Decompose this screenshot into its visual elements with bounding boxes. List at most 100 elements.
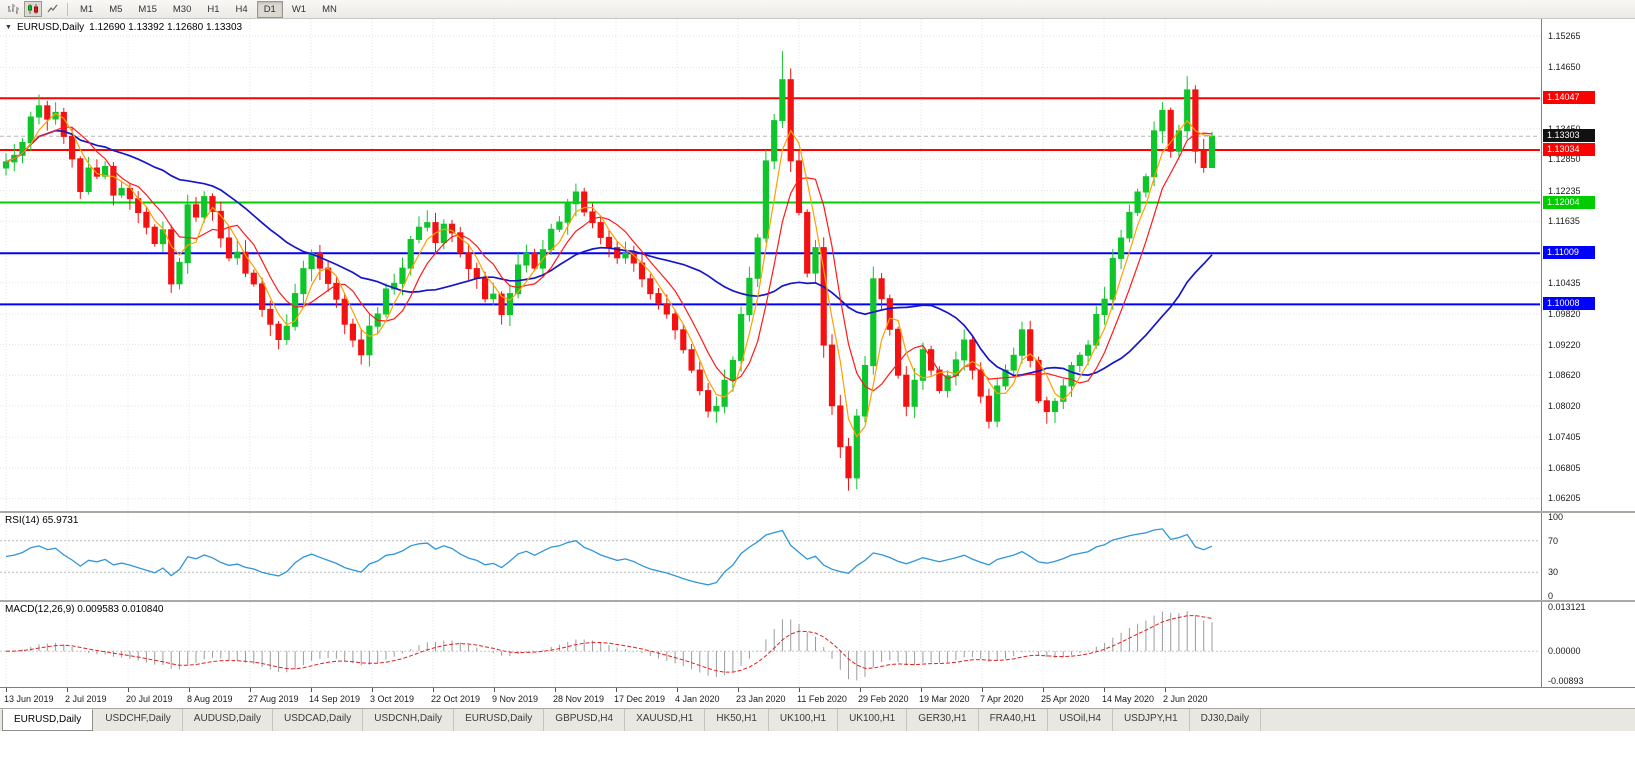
chart-tab-usdjpy-h1[interactable]: USDJPY,H1 <box>1113 709 1190 731</box>
timeframe-button-mn[interactable]: MN <box>322 3 337 15</box>
candle <box>952 351 959 386</box>
candle <box>176 257 183 290</box>
chart-tab-dj30-daily[interactable]: DJ30,Daily <box>1190 709 1262 731</box>
candle <box>622 241 629 264</box>
candle <box>738 306 745 372</box>
macd-indicator-panel[interactable]: MACD(12,26,9) 0.009583 0.010840 <box>0 602 1541 687</box>
date-tick-mark <box>982 688 983 692</box>
timeframe-button-m30[interactable]: M30 <box>172 3 192 15</box>
price-tick-label: 1.12235 <box>1548 185 1581 196</box>
chart-tab-ger30-h1[interactable]: GER30,H1 <box>907 709 979 731</box>
candle <box>1051 398 1059 423</box>
date-tick-mark <box>1165 688 1166 692</box>
chart-tab-audusd-daily[interactable]: AUDUSD,Daily <box>183 709 274 731</box>
candle <box>1118 229 1125 270</box>
timeframe-button-w1[interactable]: W1 <box>291 3 307 15</box>
rsi-tick-label: 100 <box>1548 512 1564 522</box>
date-axis[interactable]: 13 Jun 2019 2 Jul 2019 20 Jul 2019 8 Aug 20… <box>0 687 1635 708</box>
date-label: 11 Feb 2020 <box>797 694 847 704</box>
bar-chart-icon[interactable] <box>4 1 22 17</box>
candle <box>895 326 902 379</box>
candle <box>754 233 761 288</box>
chart-tab-usdchf-daily[interactable]: USDCHF,Daily <box>94 709 183 731</box>
panel-splitter[interactable] <box>0 600 1635 602</box>
candle <box>713 396 720 423</box>
chart-ohlc-values: 1.12690 1.13392 1.12680 1.13303 <box>89 22 243 33</box>
chart-tab-hk50-h1[interactable]: HK50,H1 <box>705 709 769 731</box>
rsi-indicator-panel[interactable]: RSI(14) 65.9731 <box>0 513 1541 600</box>
candle <box>424 210 431 232</box>
chart-tab-eurusd-daily[interactable]: EURUSD,Daily <box>454 709 545 731</box>
candle <box>672 309 679 340</box>
chart-symbol-label: EURUSD,Daily <box>16 22 85 33</box>
candle <box>110 162 117 206</box>
price-axis[interactable]: 1.15265 1.14650 1.13450 1.12850 1.12235 1.116… <box>1541 19 1635 687</box>
candle <box>1134 188 1141 216</box>
date-label: 28 Nov 2019 <box>553 694 605 704</box>
panel-splitter[interactable] <box>0 511 1635 513</box>
date-tick-mark <box>1104 688 1105 692</box>
chart-tab-uk100-h1[interactable]: UK100,H1 <box>769 709 839 731</box>
date-label: 14 May 2020 <box>1102 694 1155 704</box>
candle <box>820 237 827 358</box>
timeframe-button-d1[interactable]: D1 <box>256 0 283 18</box>
candle <box>828 334 836 415</box>
date-label: 13 Jun 2019 <box>4 694 54 704</box>
ohlc-toggle-icon[interactable]: ▼ <box>5 24 12 31</box>
price-tick-label: 1.12850 <box>1548 154 1581 165</box>
main-price-panel[interactable]: ▼ EURUSD,Daily 1.12690 1.13392 1.12680 1… <box>0 19 1541 511</box>
candle <box>696 361 703 396</box>
candle <box>1167 107 1174 158</box>
date-tick-mark <box>189 688 190 692</box>
chart-tab-xauusd-h1[interactable]: XAUUSD,H1 <box>625 709 706 731</box>
candle <box>961 329 968 371</box>
level-price-label: 1.13034 <box>1543 142 1595 156</box>
chart-tab-usdcad-daily[interactable]: USDCAD,Daily <box>273 709 364 731</box>
line-chart-icon[interactable] <box>44 1 62 17</box>
date-tick-mark <box>128 688 129 692</box>
chart-tab-eurusd-daily[interactable]: EURUSD,Daily <box>2 709 94 731</box>
date-tick-mark <box>250 688 251 692</box>
chart-tab-fra40-h1[interactable]: FRA40,H1 <box>979 709 1049 731</box>
candle <box>638 254 646 288</box>
mid-ma-line <box>5 126 1213 392</box>
candle <box>151 224 158 247</box>
candle <box>1175 124 1183 157</box>
macd-signal-line <box>5 615 1213 673</box>
candlestick-chart-icon[interactable] <box>24 1 42 17</box>
candle <box>919 342 926 391</box>
candle <box>184 194 191 274</box>
candle <box>1184 76 1191 139</box>
candle <box>1027 320 1034 368</box>
candle <box>267 300 274 336</box>
price-tick-label: 1.08020 <box>1548 400 1581 411</box>
chart-tab-uk100-h1[interactable]: UK100,H1 <box>838 709 908 731</box>
timeframe-button-m1[interactable]: M1 <box>80 3 94 15</box>
candlestick-chart-svg[interactable] <box>0 19 1540 511</box>
candle <box>1018 321 1026 364</box>
candle <box>969 335 976 380</box>
candle <box>531 248 538 272</box>
chart-tab-usdcnh-daily[interactable]: USDCNH,Daily <box>363 709 455 731</box>
date-label: 22 Oct 2019 <box>431 694 481 704</box>
timeframe-button-h4[interactable]: H4 <box>235 3 248 15</box>
date-label: 23 Jan 2020 <box>736 694 786 704</box>
rsi-chart-svg[interactable] <box>0 513 1540 600</box>
price-tick-label: 1.08620 <box>1548 370 1581 381</box>
macd-histogram <box>13 611 1213 681</box>
chart-tab-gbpusd-h4[interactable]: GBPUSD,H4 <box>544 709 626 731</box>
timeframe-button-m5[interactable]: M5 <box>109 3 123 15</box>
candle <box>903 366 910 417</box>
candle <box>60 107 67 144</box>
macd-chart-svg[interactable] <box>0 602 1540 687</box>
timeframe-button-h1[interactable]: H1 <box>207 3 220 15</box>
timeframe-button-m15[interactable]: M15 <box>138 3 157 15</box>
candle <box>366 313 373 367</box>
candle <box>1076 352 1083 372</box>
chart-tab-usoil-h4[interactable]: USOil,H4 <box>1048 709 1113 731</box>
candle <box>556 216 563 233</box>
candle <box>936 366 943 394</box>
date-tick-mark <box>921 688 922 692</box>
candle <box>523 244 530 273</box>
date-label: 2 Jun 2020 <box>1163 694 1208 704</box>
